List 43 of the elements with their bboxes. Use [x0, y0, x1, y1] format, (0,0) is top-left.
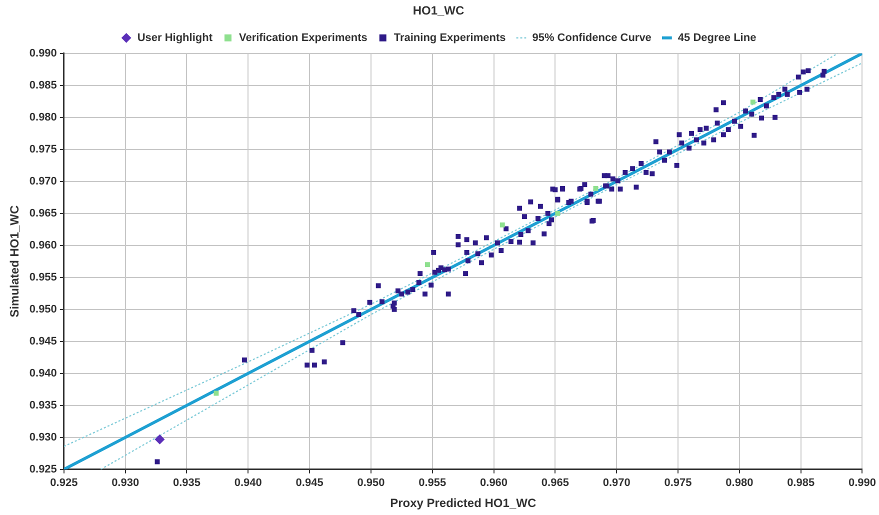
x-tick-label: 0.950	[357, 477, 385, 490]
x-tick-label: 0.975	[664, 477, 692, 490]
legend-label: Training Experiments	[394, 32, 506, 44]
point	[750, 100, 756, 105]
x-tick-label: 0.930	[112, 477, 140, 490]
x-tick-label: 0.945	[296, 477, 324, 490]
y-tick-label: 0.970	[29, 175, 57, 188]
point	[500, 222, 505, 228]
y-tick-label: 0.950	[29, 303, 57, 316]
chart-title: HO1_WC	[412, 4, 464, 18]
x-tick-label: 0.940	[234, 477, 262, 490]
legend-label: 45 Degree Line	[678, 32, 756, 44]
x-tick-label: 0.990	[848, 477, 876, 490]
y-axis-title: Simulated HO1_WC	[8, 205, 22, 318]
point	[555, 210, 560, 216]
y-tick-label: 0.935	[29, 399, 57, 412]
x-tick-label: 0.965	[541, 477, 569, 490]
y-tick-label: 0.925	[29, 463, 57, 476]
y-tick-label: 0.980	[29, 111, 57, 124]
x-tick-label: 0.970	[602, 477, 630, 490]
y-tick-label: 0.985	[29, 79, 57, 92]
x-tick-label: 0.980	[726, 477, 754, 490]
x-tick-label: 0.955	[418, 477, 446, 490]
y-tick-label: 0.930	[29, 431, 57, 444]
x-tick-label: 0.985	[787, 477, 815, 490]
x-tick-label: 0.960	[480, 477, 508, 490]
point	[154, 434, 165, 444]
legend-label: 95% Confidence Curve	[532, 32, 652, 44]
y-tick-label: 0.975	[29, 143, 57, 156]
point	[593, 186, 598, 191]
point	[424, 262, 430, 268]
y-tick-label: 0.955	[29, 271, 57, 284]
x-tick-label: 0.935	[172, 477, 201, 490]
y-tick-label: 0.990	[29, 47, 57, 60]
y-tick-label: 0.960	[29, 239, 57, 252]
point	[214, 390, 219, 396]
legend-label: User Highlight	[137, 32, 213, 44]
legend-label: Verification Experiments	[238, 32, 368, 44]
y-tick-label: 0.945	[29, 335, 57, 348]
y-tick-label: 0.940	[29, 367, 57, 380]
x-tick-label: 0.925	[50, 477, 78, 490]
y-tick-label: 0.965	[29, 207, 57, 220]
x-axis-title: Proxy Predicted HO1_WC	[390, 496, 536, 510]
